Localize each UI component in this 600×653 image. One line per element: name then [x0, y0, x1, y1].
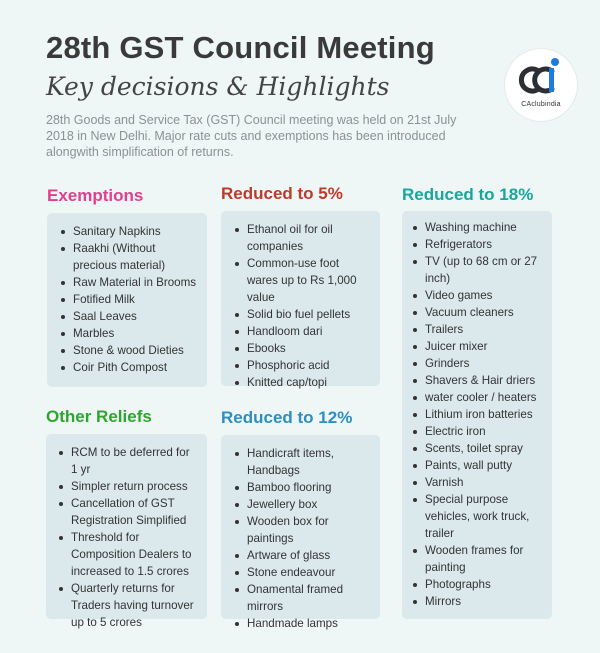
list-item: Onamental framed mirrors [233, 581, 372, 615]
page-title: 28th GST Council Meeting [46, 30, 435, 65]
list-item: Wooden box for paintings [233, 513, 372, 547]
exemptions-card: Sanitary Napkins Raakhi (Without precious… [47, 213, 207, 387]
exemptions-list: Sanitary Napkins Raakhi (Without precious… [59, 223, 199, 376]
list-item: RCM to be deferred for 1 yr [57, 444, 199, 478]
list-item: Raw Material in Brooms [59, 274, 199, 291]
list-item: Ethanol oil for oil companies [233, 221, 372, 255]
list-item: Bamboo flooring [233, 479, 372, 496]
list-item: Stone & wood Dieties [59, 342, 199, 359]
list-item: Handmade lamps [233, 615, 372, 632]
list-item: Mirrors [411, 593, 544, 610]
list-item: Lithium iron batteries [411, 406, 544, 423]
exemptions-heading: Exemptions [47, 186, 144, 205]
list-item: Paints, wall putty [411, 457, 544, 474]
list-item: Jewellery box [233, 496, 372, 513]
list-item: Photographs [411, 576, 544, 593]
list-item: Saal Leaves [59, 308, 199, 325]
intro-text: 28th Goods and Service Tax (GST) Council… [46, 113, 457, 159]
reduced-5-card: Ethanol oil for oil companies Common-use … [221, 211, 380, 389]
list-item: Stone endeavour [233, 564, 372, 581]
list-item: Cancellation of GST Registration Simplif… [57, 495, 199, 529]
other-reliefs-list: RCM to be deferred for 1 yr Simpler retur… [57, 444, 199, 631]
list-item: Wooden frames for painting [411, 542, 544, 576]
list-item: Quarterly returns for Traders having tur… [57, 580, 199, 631]
list-item: Artware of glass [233, 547, 372, 564]
list-item: Sanitary Napkins [59, 223, 199, 240]
list-item: water cooler / heaters [411, 389, 544, 406]
list-item: Knitted cap/topi [233, 374, 372, 391]
reduced-12-list: Handicraft items, Handbags Bamboo floorin… [233, 445, 372, 632]
list-item: Handicraft items, Handbags [233, 445, 372, 479]
reduced-5-list: Ethanol oil for oil companies Common-use … [233, 221, 372, 391]
list-item: Raakhi (Without precious material) [59, 240, 199, 274]
list-item: Ebooks [233, 340, 372, 357]
caclubindia-logo-icon [518, 58, 559, 94]
list-item: Shavers & Hair driers [411, 372, 544, 389]
reduced-5-heading: Reduced to 5% [221, 184, 343, 203]
list-item: Fotified Milk [59, 291, 199, 308]
reduced-18-heading: Reduced to 18% [402, 185, 534, 204]
list-item: Handloom dari [233, 323, 372, 340]
list-item: TV (up to 68 cm or 27 inch) [411, 253, 544, 287]
list-item: Simpler return process [57, 478, 199, 495]
list-item: Threshold for Composition Dealers to inc… [57, 529, 199, 580]
list-item: Varnish [411, 474, 544, 491]
reduced-12-heading: Reduced to 12% [221, 408, 353, 427]
list-item: Juicer mixer [411, 338, 544, 355]
list-item: Phosphoric acid [233, 357, 372, 374]
list-item: Scents, toilet spray [411, 440, 544, 457]
list-item: Solid bio fuel pellets [233, 306, 372, 323]
list-item: Special purpose vehicles, work truck, tr… [411, 491, 544, 542]
page-subtitle: Key decisions & Highlights [46, 72, 390, 101]
list-item: Vacuum cleaners [411, 304, 544, 321]
list-item: Common-use foot wares up to Rs 1,000 val… [233, 255, 372, 306]
list-item: Grinders [411, 355, 544, 372]
list-item: Refrigerators [411, 236, 544, 253]
reduced-18-card: Washing machine Refrigerators TV (up to 68… [402, 211, 552, 619]
other-reliefs-card: RCM to be deferred for 1 yr Simpler retur… [46, 434, 207, 629]
logo-text: CAclubindia [521, 101, 561, 108]
list-item: Washing machine [411, 219, 544, 236]
list-item: Electric iron [411, 423, 544, 440]
list-item: Marbles [59, 325, 199, 342]
list-item: Coir Pith Compost [59, 359, 199, 376]
caclubindia-logo: CAclubindia [505, 49, 577, 121]
list-item: Video games [411, 287, 544, 304]
reduced-12-card: Handicraft items, Handbags Bamboo floorin… [221, 435, 380, 630]
other-reliefs-heading: Other Reliefs [46, 407, 152, 426]
list-item: Trailers [411, 321, 544, 338]
reduced-18-list: Washing machine Refrigerators TV (up to 68… [411, 219, 544, 610]
